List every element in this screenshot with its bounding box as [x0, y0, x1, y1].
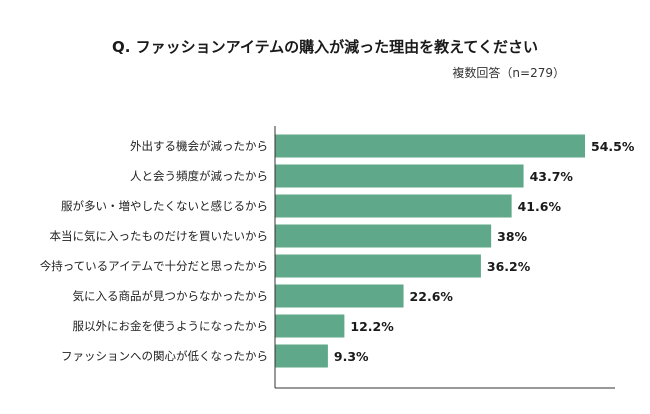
- category-label-2: 服が多い・増やしたくないと感じるから: [61, 199, 268, 213]
- value-label-5: 22.6%: [410, 289, 454, 304]
- category-label-5: 気に入る商品が見つからなかったから: [73, 289, 269, 303]
- value-label-7: 9.3%: [334, 349, 369, 364]
- category-label-4: 今持っているアイテムで十分だと思ったから: [40, 259, 268, 273]
- value-label-1: 43.7%: [530, 169, 574, 184]
- bar-3: [275, 224, 492, 248]
- value-label-0: 54.5%: [591, 139, 635, 154]
- value-label-3: 38%: [497, 229, 527, 244]
- value-label-2: 41.6%: [518, 199, 562, 214]
- category-label-7: ファッションへの関心が低くなったから: [61, 349, 268, 363]
- bars-group: 外出する機会が減ったから 54.5% 人と会う頻度が減ったから 43.7% 服が多い・増…: [40, 134, 635, 368]
- chart-title: Q. ファッションアイテムの購入が減った理由を教えてください: [112, 38, 538, 56]
- chart-subtitle: 複数回答（n=279）: [452, 66, 565, 80]
- bar-2: [275, 194, 512, 218]
- bar-1: [275, 164, 524, 188]
- bar-7: [275, 344, 328, 368]
- category-label-6: 服以外にお金を使うようになったから: [73, 319, 269, 333]
- category-label-3: 本当に気に入ったものだけを買いたいから: [50, 229, 269, 243]
- value-label-4: 36.2%: [487, 259, 531, 274]
- value-label-6: 12.2%: [350, 319, 394, 334]
- bar-5: [275, 284, 404, 308]
- bar-6: [275, 314, 345, 338]
- category-label-0: 外出する機会が減ったから: [130, 139, 268, 153]
- bar-0: [275, 134, 585, 158]
- bar-4: [275, 254, 481, 278]
- category-label-1: 人と会う頻度が減ったから: [130, 169, 268, 183]
